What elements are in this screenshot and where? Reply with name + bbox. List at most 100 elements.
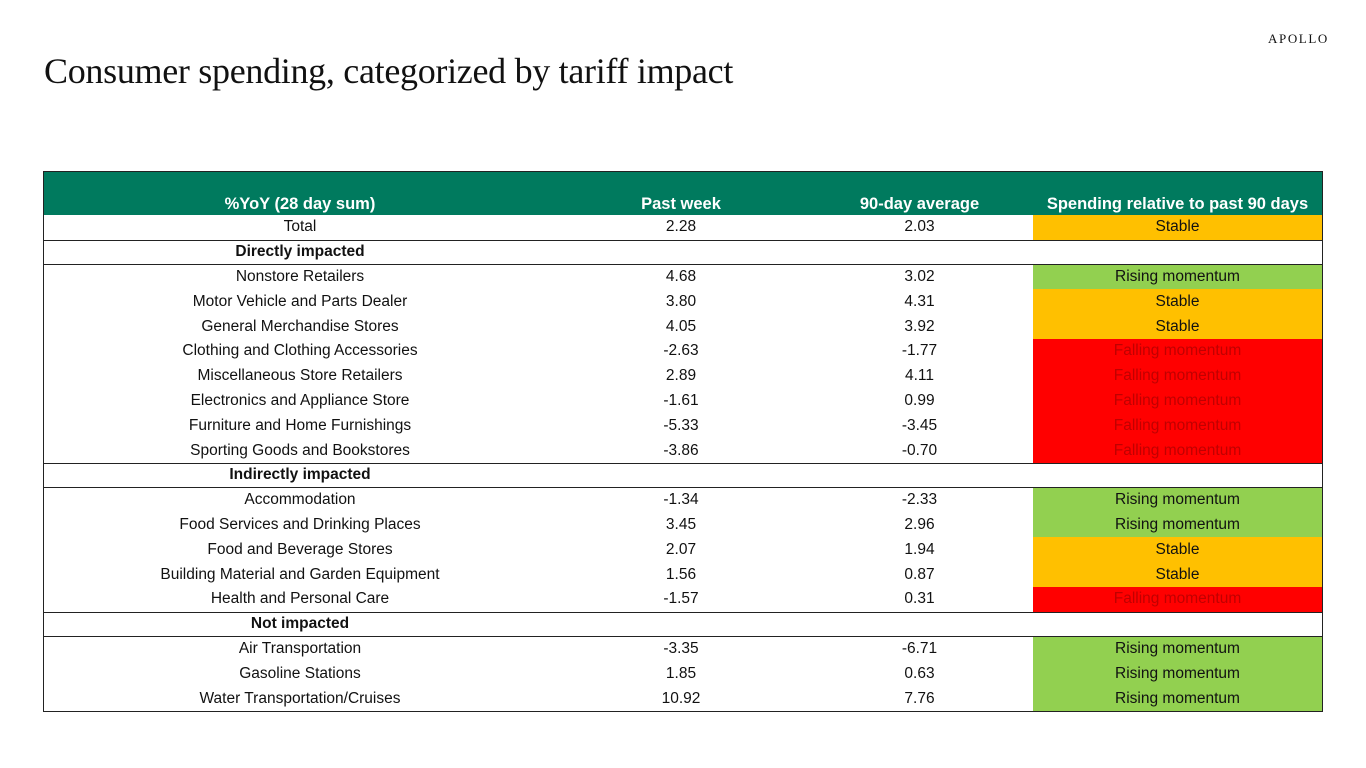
past-week-value: -3.35 [663,639,699,657]
past-week-value: 2.28 [665,218,697,236]
table-row: Clothing and Clothing Accessories -2.63 -1… [44,338,1322,364]
table-row: Water Transportation/Cruises 10.92 7.76 Ris… [44,686,1322,711]
past-week-value: 1.56 [665,565,697,583]
empty-cell [806,613,1033,636]
status-badge: Rising momentum [1033,487,1322,513]
past-week-value: 2.07 [665,540,697,558]
status-badge: Falling momentum [1033,413,1322,439]
page-title: Consumer spending, categorized by tariff… [44,51,734,91]
table-header: %YoY (28 day sum) Past week 90-day avera… [44,172,1322,215]
avg90-value: -1.77 [901,342,938,360]
past-week-value: -2.63 [663,342,699,360]
past-week-value: -1.57 [663,590,699,608]
table-row: Motor Vehicle and Parts Dealer 3.80 4.31 St… [44,289,1322,315]
status-badge: Falling momentum [1033,338,1322,364]
table-row: Food Services and Drinking Places 3.45 2.9… [44,512,1322,538]
empty-cell [1033,613,1322,636]
row-label: General Merchandise Stores [201,317,399,335]
avg90-value: 3.02 [904,267,935,285]
empty-cell [556,241,806,264]
empty-cell [1033,464,1322,487]
avg90-value: 0.87 [904,565,935,583]
table-row: Miscellaneous Store Retailers 2.89 4.11 Fal… [44,363,1322,389]
status-badge: Falling momentum [1033,388,1322,414]
status-badge: Falling momentum [1033,363,1322,389]
section-title: Directly impacted [235,243,365,261]
avg90-value: 0.31 [904,590,935,608]
section-header-row: Not impacted [44,611,1322,637]
status-badge: Stable [1033,215,1322,240]
past-week-value: 3.80 [665,292,697,310]
status-badge: Rising momentum [1033,686,1322,711]
status-badge: Rising momentum [1033,512,1322,538]
row-label: Accommodation [244,491,356,509]
row-label: Health and Personal Care [210,590,390,608]
avg90-value: 2.03 [904,218,935,236]
table-row: Building Material and Garden Equipment 1.… [44,562,1322,587]
status-badge: Stable [1033,314,1322,339]
status-badge: Falling momentum [1033,586,1322,612]
table-row: Gasoline Stations 1.85 0.63 Rising momentum [44,661,1322,687]
brand-logo: APOLLO [1268,31,1329,46]
row-label: Clothing and Clothing Accessories [182,342,418,360]
past-week-value: 2.89 [665,367,697,385]
header-category: %YoY (28 day sum) [224,194,376,213]
avg90-value: 0.99 [904,391,935,409]
row-label: Total [283,218,317,236]
table-row: General Merchandise Stores 4.05 3.92 Stable [44,314,1322,339]
row-label: Sporting Goods and Bookstores [190,441,410,459]
row-label: Food Services and Drinking Places [179,515,421,533]
past-week-value: 3.45 [665,515,697,533]
table-row: Electronics and Appliance Store -1.61 0.99… [44,388,1322,414]
avg90-value: -0.70 [901,441,938,459]
row-label: Building Material and Garden Equipment [160,565,440,583]
past-week-value: 4.68 [665,267,697,285]
table-row: Sporting Goods and Bookstores -3.86 -0.70 F… [44,438,1322,463]
row-label: Food and Beverage Stores [207,540,393,558]
avg90-value: 7.76 [904,689,935,707]
row-label: Motor Vehicle and Parts Dealer [192,292,408,310]
status-badge: Falling momentum [1033,438,1322,463]
table-row: Furniture and Home Furnishings -5.33 -3.45… [44,413,1322,439]
row-label: Electronics and Appliance Store [190,391,410,409]
status-badge: Stable [1033,562,1322,587]
status-badge: Stable [1033,289,1322,315]
empty-cell [1033,241,1322,264]
section-title: Indirectly impacted [229,466,371,484]
spending-table: %YoY (28 day sum) Past week 90-day avera… [43,171,1323,712]
table-body: Directly impacted Nonstore Retailers 4.68 3… [44,239,1322,711]
avg90-value: -6.71 [901,639,938,657]
header-90-day-average: 90-day average [859,194,980,213]
past-week-value: -1.34 [663,491,699,509]
avg90-value: 4.11 [904,367,935,385]
status-badge: Stable [1033,537,1322,563]
header-past-week: Past week [641,194,721,213]
past-week-value: -3.86 [663,441,699,459]
avg90-value: -2.33 [901,491,938,509]
avg90-value: 2.96 [904,515,935,533]
empty-cell [806,464,1033,487]
header-spending-relative: Spending relative to past 90 days [1046,194,1309,213]
row-label: Nonstore Retailers [235,267,365,285]
avg90-value: 3.92 [904,317,935,335]
empty-cell [556,464,806,487]
table-row-total: Total 2.28 2.03 Stable [44,215,1322,240]
row-label: Miscellaneous Store Retailers [197,367,403,385]
past-week-value: 1.85 [665,664,697,682]
empty-cell [556,613,806,636]
row-label: Furniture and Home Furnishings [188,416,412,434]
section-title: Not impacted [250,615,350,633]
past-week-value: -1.61 [663,391,699,409]
status-badge: Rising momentum [1033,661,1322,687]
status-badge: Rising momentum [1033,636,1322,662]
past-week-value: -5.33 [663,416,699,434]
avg90-value: -3.45 [901,416,938,434]
empty-cell [806,241,1033,264]
status-badge: Rising momentum [1033,264,1322,290]
table-row: Accommodation -1.34 -2.33 Rising momentum [44,487,1322,513]
past-week-value: 4.05 [665,317,697,335]
avg90-value: 0.63 [904,664,935,682]
row-label: Air Transportation [238,639,362,657]
past-week-value: 10.92 [661,689,701,707]
avg90-value: 1.94 [904,540,935,558]
